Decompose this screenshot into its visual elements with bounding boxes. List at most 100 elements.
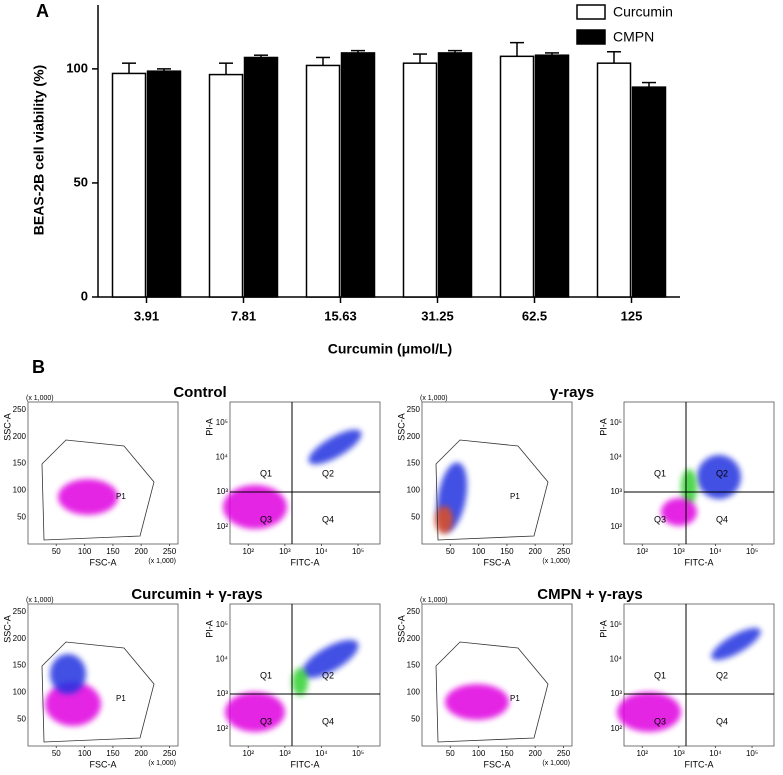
bar (631, 86, 667, 298)
x-tick-label: 200 (529, 749, 543, 758)
x-tick-label: 100 (78, 547, 92, 556)
quadrant-label: Q2 (322, 670, 334, 680)
flow-scatter: P1 50 50 100 100 150 150 200 200 250 250 FSC-A SSC-A… (2, 395, 179, 567)
x-tick-label: 3.91 (134, 308, 159, 323)
x-tick-label: 50 (52, 749, 61, 758)
x-tick-label: 10⁵ (746, 547, 758, 556)
x-tick-label: 250 (163, 547, 177, 556)
x-tick-label: 150 (500, 749, 514, 758)
y-tick-label: 150 (13, 661, 27, 670)
x-tick-label: 100 (472, 547, 486, 556)
y-tick-label: 100 (66, 60, 88, 75)
y-tick-label: 10³ (216, 487, 228, 496)
unit-label: (x 1,000) (148, 760, 176, 767)
y-tick-label: 10³ (610, 487, 622, 496)
unit-label: (x 1,000) (148, 558, 176, 565)
y-tick-label: 10⁴ (216, 453, 229, 462)
plot-title: Curcumin + γ-rays (131, 586, 262, 603)
dot-cloud (45, 682, 101, 726)
quadrant-label: Q3 (654, 514, 666, 524)
gate-label: P1 (116, 492, 126, 501)
dot-cloud (223, 485, 287, 529)
x-tick-label: 10³ (279, 547, 291, 556)
x-tick-label: 10² (637, 749, 649, 758)
y-tick-label: 200 (407, 432, 421, 441)
y-tick-label: 50 (17, 714, 26, 723)
legend-label: CMPN (613, 29, 654, 45)
legend-swatch (576, 4, 606, 20)
y-tick-label: 10⁴ (610, 655, 623, 664)
flow-quadrant: Q1 Q2 Q3 Q4 10² 10² 10³ 10³ 10⁴ 10⁴ 10⁵ 10⁵ FITC-A PI… (204, 401, 381, 567)
x-tick-label: 10⁴ (315, 547, 328, 556)
quadrant-label: Q1 (654, 670, 666, 680)
x-axis-label: Curcumin (μmol/L) (328, 341, 452, 357)
x-tick-label: 200 (135, 547, 149, 556)
x-tick-label: 10⁵ (352, 749, 364, 758)
y-tick-label: 10² (610, 522, 622, 531)
y-tick-label: 10⁴ (216, 655, 229, 664)
gate-label: P1 (510, 694, 520, 703)
y-tick-label: 100 (407, 486, 421, 495)
x-tick-label: 10² (637, 547, 649, 556)
dot-cloud (435, 506, 453, 534)
y-tick-label: 10³ (216, 689, 228, 698)
x-tick-label: 100 (472, 749, 486, 758)
y-axis-label: PI-A (598, 620, 608, 638)
plot-frame (421, 603, 573, 747)
panel-label: A (36, 1, 49, 21)
y-tick-label: 50 (411, 714, 420, 723)
bar (111, 72, 147, 298)
quadrant-label: Q1 (654, 468, 666, 478)
unit-label: (x 1,000) (542, 558, 570, 565)
unit-label: (x 1,000) (420, 395, 448, 402)
x-axis-label: FSC-A (90, 557, 117, 567)
quadrant-label: Q4 (716, 716, 728, 726)
quadrant-label: Q3 (260, 716, 272, 726)
dot-cloud (711, 627, 761, 661)
unit-label: (x 1,000) (542, 760, 570, 767)
unit-label: (x 1,000) (26, 597, 54, 604)
x-tick-label: 10² (243, 749, 255, 758)
x-axis-label: FSC-A (484, 557, 511, 567)
x-tick-label: 250 (557, 749, 571, 758)
x-axis-label: FITC-A (685, 759, 714, 769)
gate-label: P1 (510, 492, 520, 501)
quadrant-label: Q2 (716, 670, 728, 680)
quadrant-label: Q2 (322, 468, 334, 478)
legend-label: Curcumin (613, 4, 673, 20)
dot-cloud (225, 692, 285, 732)
y-axis-label: PI-A (598, 418, 608, 436)
x-tick-label: 10⁴ (709, 547, 722, 556)
y-tick-label: 10³ (610, 689, 622, 698)
x-tick-label: 50 (52, 547, 61, 556)
y-tick-label: 250 (13, 607, 27, 616)
bar (437, 52, 473, 298)
bar (499, 55, 535, 298)
quadrant-label: Q1 (260, 670, 272, 680)
flow-scatter: P1 50 50 100 100 150 150 200 200 250 250 FSC-A SSC-A… (396, 395, 573, 567)
y-axis-label: SSC-A (2, 413, 12, 441)
dot-cloud (292, 668, 308, 696)
flow-scatter: P1 50 50 100 100 150 150 200 200 250 250 FSC-A SSC-A… (2, 597, 179, 769)
y-tick-label: 50 (74, 174, 88, 189)
x-tick-label: 150 (500, 547, 514, 556)
quadrant-label: Q4 (322, 514, 334, 524)
y-tick-label: 100 (13, 486, 27, 495)
plot-title: γ-rays (550, 384, 594, 401)
y-tick-label: 10² (216, 724, 228, 733)
gate (435, 641, 549, 743)
x-axis-label: FITC-A (291, 557, 320, 567)
y-axis-label: PI-A (204, 620, 214, 638)
dot-cloud (301, 639, 359, 679)
plot-title: Control (173, 384, 226, 401)
gate (435, 439, 549, 541)
y-tick-label: 250 (13, 405, 27, 414)
gate-label: P1 (116, 694, 126, 703)
bar (596, 62, 632, 298)
y-tick-label: 100 (13, 688, 27, 697)
y-tick-label: 100 (407, 688, 421, 697)
bar (146, 70, 182, 298)
x-tick-label: 10³ (673, 547, 685, 556)
x-tick-label: 125 (621, 308, 643, 323)
y-tick-label: 10⁴ (610, 453, 623, 462)
